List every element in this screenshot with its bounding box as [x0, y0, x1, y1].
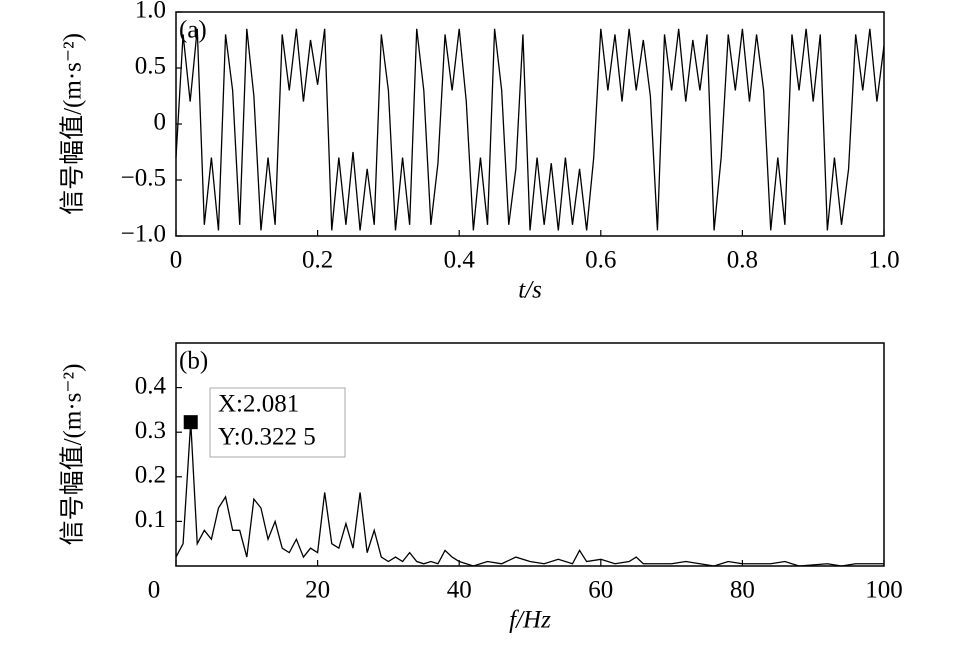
panel-label: (a) — [179, 17, 207, 44]
y-tick-label: 0.5 — [135, 53, 166, 80]
x-tick-label: 20 — [305, 577, 330, 604]
x-tick-label: 40 — [447, 577, 472, 604]
y-tick-label: −1.0 — [121, 221, 166, 248]
y-tick-label: 0 — [154, 109, 167, 136]
panel-label: (b) — [179, 348, 208, 375]
x-tick-label: 60 — [588, 577, 613, 604]
x-axis-label: t/s — [518, 277, 542, 304]
annotation-text: X:2.081 — [218, 391, 299, 418]
x-tick-label: 0.8 — [727, 247, 758, 274]
y-tick-label: 1.0 — [135, 0, 166, 24]
x-tick-label: 0.6 — [585, 247, 616, 274]
y-tick-label: 0.1 — [135, 506, 166, 533]
y-axis-label: 信号幅值/(m·s⁻²) — [59, 364, 87, 546]
x-tick-label: 100 — [865, 577, 903, 604]
x-tick-label: 80 — [730, 577, 755, 604]
signal-line — [175, 28, 885, 231]
y-tick-label: 0.2 — [135, 462, 166, 489]
x-tick-label: 0 — [170, 247, 183, 274]
y-axis-label: 信号幅值/(m·s⁻²) — [59, 33, 87, 215]
x-tick-label: 0 — [148, 577, 161, 604]
x-tick-label: 1.0 — [868, 247, 899, 274]
x-tick-label: 0.2 — [302, 247, 333, 274]
x-tick-label: 0.4 — [444, 247, 476, 274]
data-cursor — [183, 415, 198, 430]
y-tick-label: 0.3 — [135, 417, 166, 444]
y-tick-label: 0.4 — [135, 372, 167, 399]
axes-frame — [175, 342, 885, 567]
y-tick-label: −0.5 — [121, 165, 166, 192]
x-axis-label: f/Hz — [509, 607, 551, 634]
annotation-text: Y:0.322 5 — [218, 424, 316, 451]
annotation-box — [209, 387, 346, 458]
signal-line — [175, 422, 884, 567]
